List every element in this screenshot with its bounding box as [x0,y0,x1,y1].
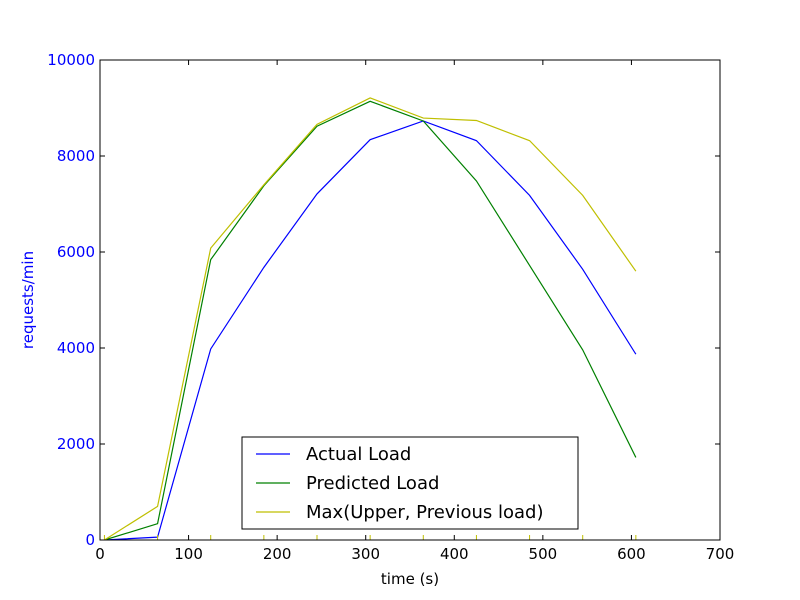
x-tick-label: 600 [617,545,646,563]
series-line-3 [104,97,637,540]
legend-label-3: Max(Upper, Previous load) [306,502,543,523]
series-line-1 [104,120,637,540]
x-tick-label: 400 [440,545,469,563]
y-tick-label: 8000 [57,147,95,165]
legend-label-2: Predicted Load [306,473,439,494]
x-tick-label: 200 [263,545,292,563]
axes-frame [99,59,721,541]
y-axis-title: requests/min [19,251,37,349]
y-tick-label: 6000 [57,243,95,261]
y-tick-label: 2000 [57,435,95,453]
sample-marker-ticks [103,535,637,540]
x-tick-label: 700 [706,545,735,563]
legend: Actual Load Predicted Load Max(Upper, Prev… [241,436,579,530]
x-axis-title: time (s) [381,570,439,588]
series-lines [104,97,637,540]
x-tick-label: 300 [351,545,380,563]
x-tick-label: 500 [529,545,558,563]
x-tick-label: 0 [95,545,105,563]
axes: 0 100 200 300 400 500 600 700 0 2000 4000 6000 8000 1… [47,51,734,563]
legend-label-1: Actual Load [306,444,411,465]
series-line-2 [104,100,637,540]
y-tick-label: 0 [85,531,95,549]
y-tick-label: 10000 [47,51,95,69]
y-tick-label: 4000 [57,339,95,357]
legend-box [241,436,579,530]
x-tick-label: 100 [174,545,203,563]
